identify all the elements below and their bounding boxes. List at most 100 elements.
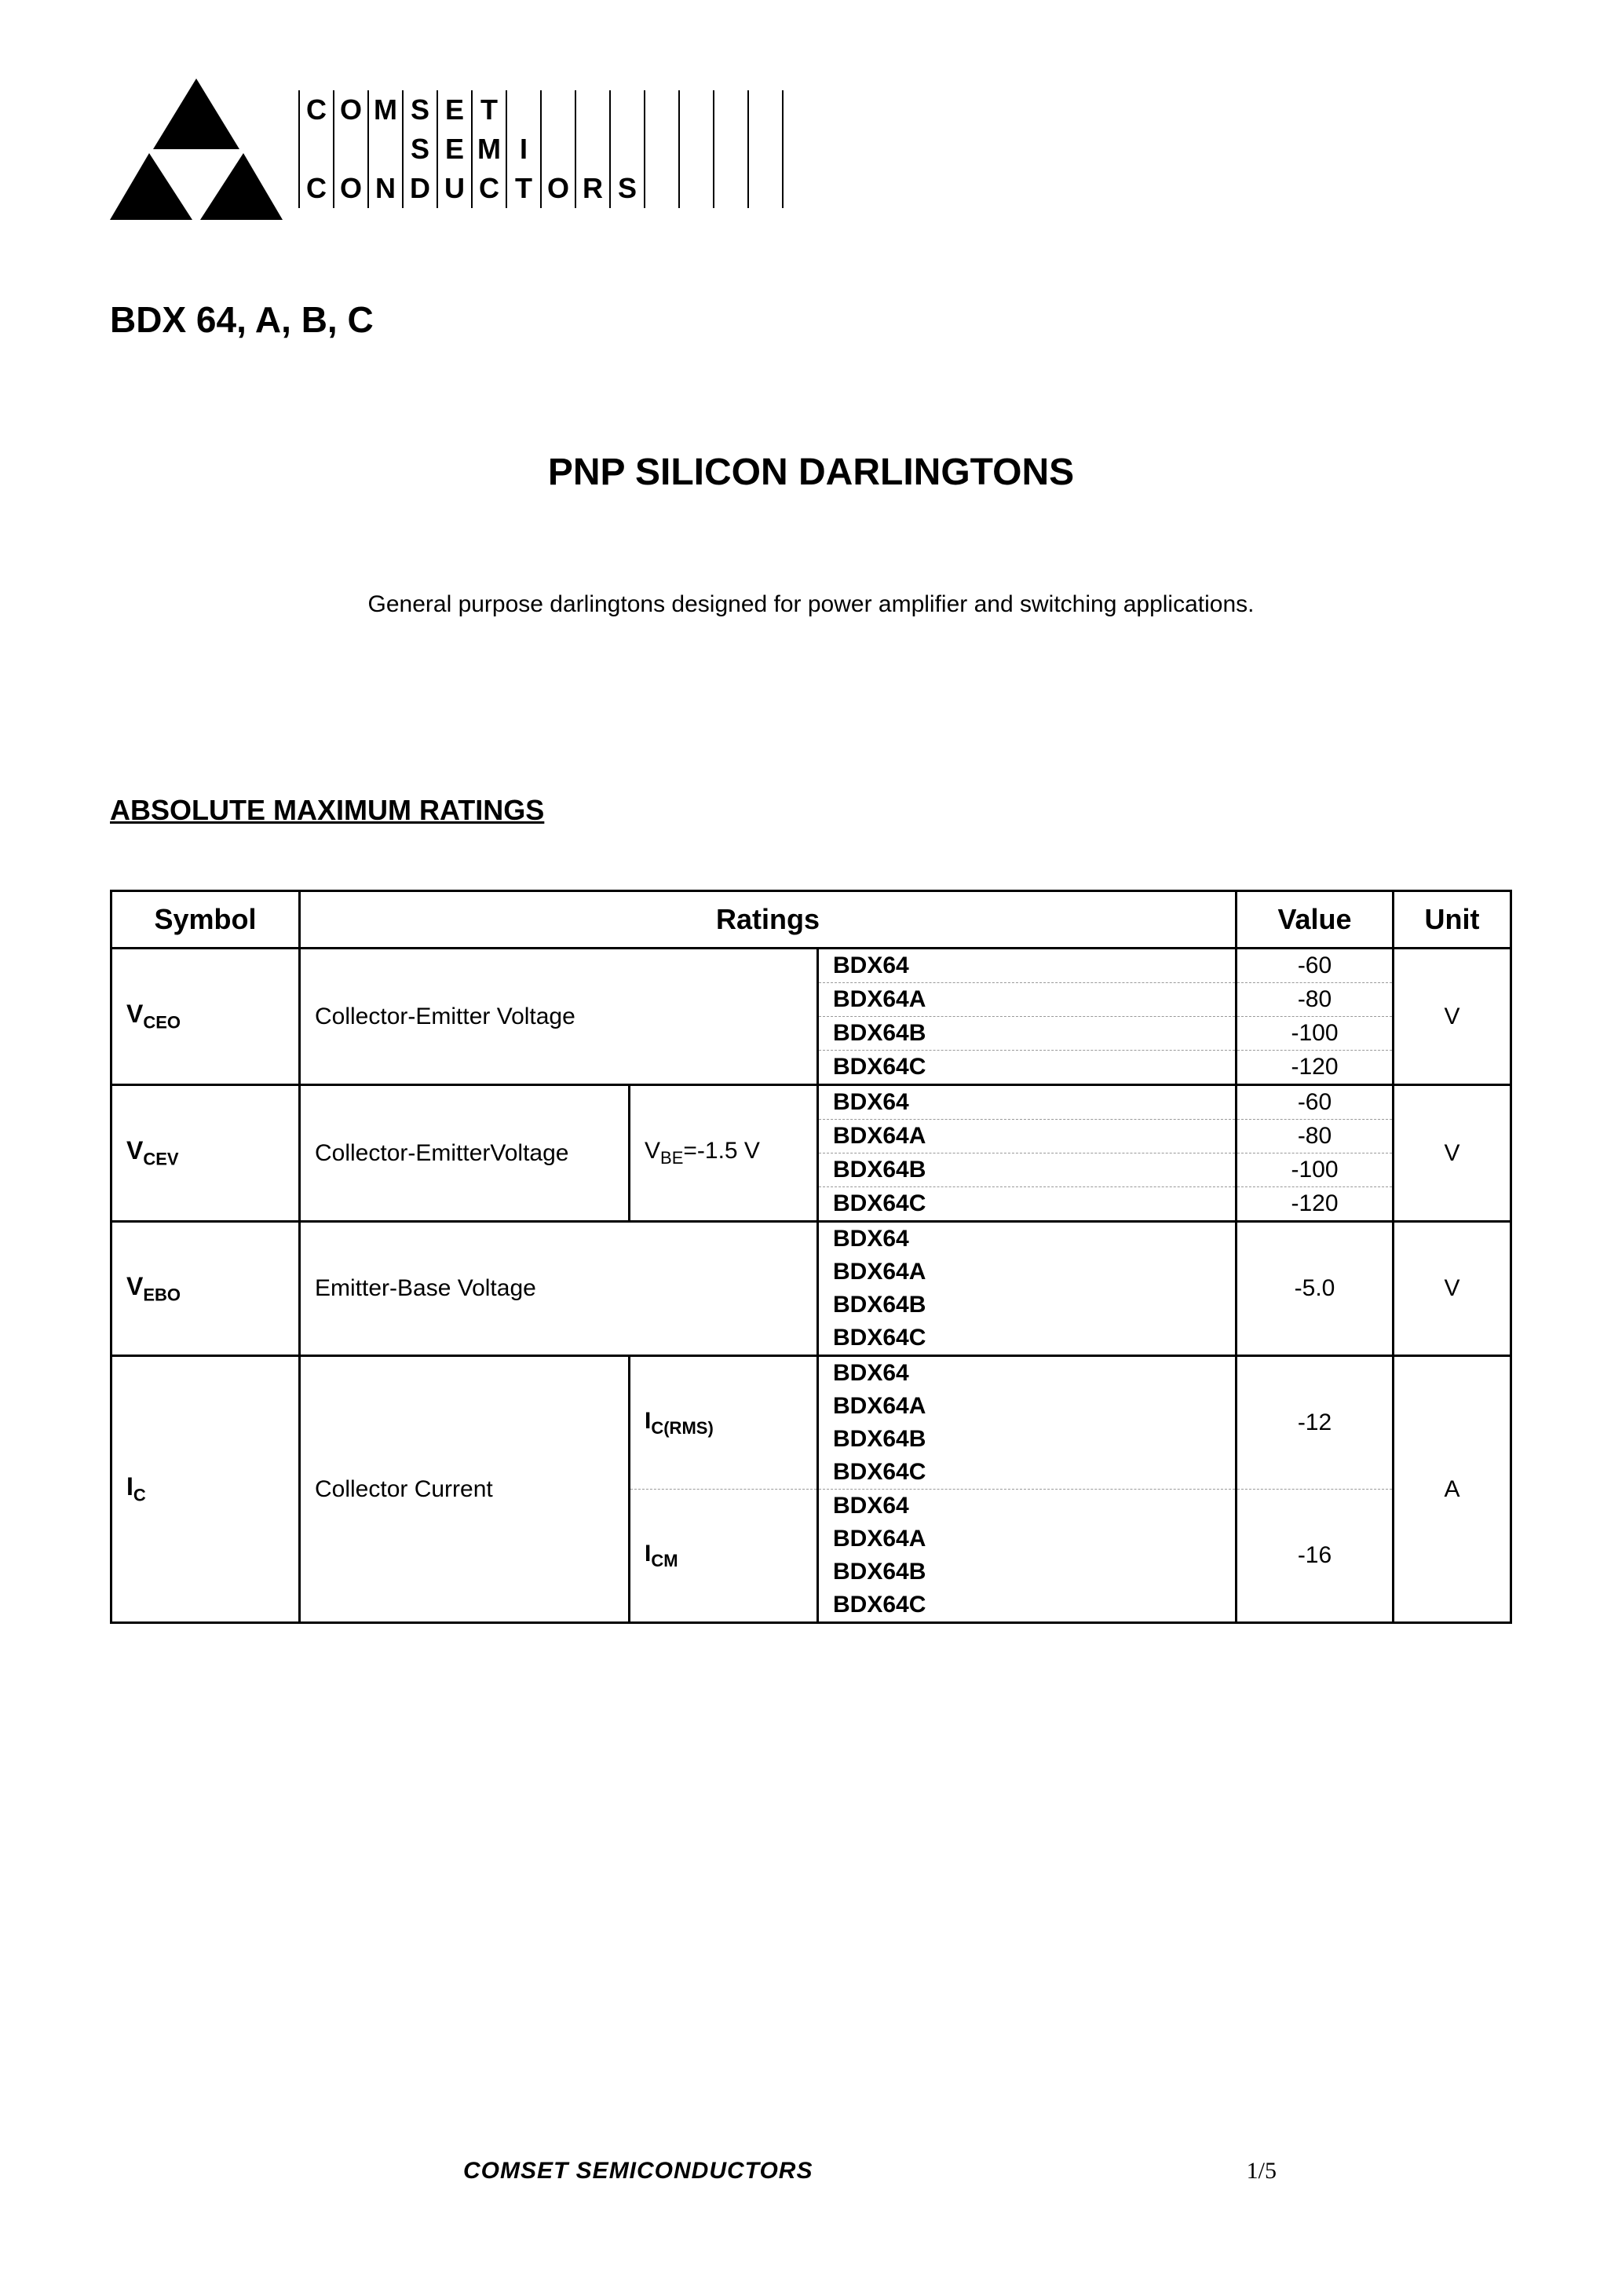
logo-cell bbox=[645, 90, 680, 130]
header-value: Value bbox=[1237, 891, 1394, 949]
logo-cell bbox=[542, 130, 576, 169]
logo-cell bbox=[749, 90, 784, 130]
logo-cell: I bbox=[507, 130, 542, 169]
logo-cell: S bbox=[404, 130, 438, 169]
logo-cell: C bbox=[300, 90, 334, 130]
part-cell: BDX64B bbox=[818, 1289, 1237, 1322]
part-cell: BDX64 bbox=[818, 949, 1237, 983]
logo-cell bbox=[645, 130, 680, 169]
rating-vceo: Collector-Emitter Voltage bbox=[300, 949, 818, 1085]
table-row: VCEO Collector-Emitter Voltage BDX64 -60… bbox=[111, 949, 1511, 983]
logo-cell: T bbox=[507, 169, 542, 208]
logo-cell: N bbox=[369, 169, 404, 208]
logo-cell bbox=[334, 130, 369, 169]
symbol-vcev: VCEV bbox=[111, 1085, 300, 1222]
table-row: IC Collector Current IC(RMS) BDX64 -12 A bbox=[111, 1356, 1511, 1391]
part-cell: BDX64B bbox=[818, 1423, 1237, 1456]
part-cell: BDX64B bbox=[818, 1017, 1237, 1051]
logo-text-grid: C O M S E T S E M I C O N D U C T O R bbox=[298, 90, 784, 208]
logo-shape bbox=[110, 79, 283, 220]
table-row: VCEV Collector-EmitterVoltage VBE=-1.5 V… bbox=[111, 1085, 1511, 1120]
description: General purpose darlingtons designed for… bbox=[340, 588, 1282, 621]
cond-icrms: IC(RMS) bbox=[630, 1356, 818, 1490]
part-cell: BDX64A bbox=[818, 983, 1237, 1017]
logo-cell: S bbox=[611, 169, 645, 208]
main-title: PNP SILICON DARLINGTONS bbox=[110, 451, 1512, 494]
footer: COMSET SEMICONDUCTORS 1/5 bbox=[110, 2158, 1512, 2184]
logo-cell: D bbox=[404, 169, 438, 208]
logo-cell bbox=[576, 90, 611, 130]
logo-cell: R bbox=[576, 169, 611, 208]
unit-cell: A bbox=[1394, 1356, 1511, 1623]
logo-cell bbox=[369, 130, 404, 169]
part-number: BDX 64, A, B, C bbox=[110, 298, 1512, 341]
logo-cell bbox=[645, 169, 680, 208]
unit-cell: V bbox=[1394, 949, 1511, 1085]
value-cell: -120 bbox=[1237, 1187, 1394, 1222]
logo-cell: O bbox=[334, 169, 369, 208]
logo-cell bbox=[507, 90, 542, 130]
logo-cell bbox=[611, 130, 645, 169]
symbol-ic: IC bbox=[111, 1356, 300, 1623]
value-cell: -100 bbox=[1237, 1017, 1394, 1051]
logo-cell bbox=[749, 169, 784, 208]
rating-vebo: Emitter-Base Voltage bbox=[300, 1222, 818, 1356]
logo-cell: S bbox=[404, 90, 438, 130]
part-cell: BDX64C bbox=[818, 1456, 1237, 1490]
part-cell: BDX64A bbox=[818, 1523, 1237, 1556]
logo-cell bbox=[576, 130, 611, 169]
value-cell: -80 bbox=[1237, 1120, 1394, 1153]
value-cell: -120 bbox=[1237, 1051, 1394, 1085]
logo-cell bbox=[714, 169, 749, 208]
logo-cell: C bbox=[473, 169, 507, 208]
logo-cell: O bbox=[542, 169, 576, 208]
part-cell: BDX64A bbox=[818, 1120, 1237, 1153]
cond-vcev: VBE=-1.5 V bbox=[630, 1085, 818, 1222]
logo-cell bbox=[300, 130, 334, 169]
cond-icm: ICM bbox=[630, 1490, 818, 1623]
rating-ic: Collector Current bbox=[300, 1356, 630, 1623]
logo-cell bbox=[714, 130, 749, 169]
footer-page: 1/5 bbox=[1247, 2158, 1277, 2184]
part-cell: BDX64C bbox=[818, 1322, 1237, 1356]
logo-area: C O M S E T S E M I C O N D U C T O R bbox=[110, 79, 1512, 220]
value-cell: -80 bbox=[1237, 983, 1394, 1017]
logo-cell bbox=[611, 90, 645, 130]
rating-vcev: Collector-EmitterVoltage bbox=[300, 1085, 630, 1222]
part-cell: BDX64 bbox=[818, 1490, 1237, 1523]
header-symbol: Symbol bbox=[111, 891, 300, 949]
logo-cell: E bbox=[438, 130, 473, 169]
logo-cell: T bbox=[473, 90, 507, 130]
part-cell: BDX64C bbox=[818, 1051, 1237, 1085]
part-cell: BDX64C bbox=[818, 1187, 1237, 1222]
table-row: VEBO Emitter-Base Voltage BDX64 -5.0 V bbox=[111, 1222, 1511, 1256]
logo-cell bbox=[680, 90, 714, 130]
logo-cell bbox=[749, 130, 784, 169]
footer-company: COMSET SEMICONDUCTORS bbox=[463, 2158, 813, 2184]
logo-cell: M bbox=[369, 90, 404, 130]
logo-cell bbox=[680, 169, 714, 208]
logo-cell bbox=[542, 90, 576, 130]
symbol-vceo: VCEO bbox=[111, 949, 300, 1085]
logo-cell bbox=[714, 90, 749, 130]
table-header-row: Symbol Ratings Value Unit bbox=[111, 891, 1511, 949]
value-cell: -60 bbox=[1237, 1085, 1394, 1120]
value-cell: -60 bbox=[1237, 949, 1394, 983]
logo-cell bbox=[680, 130, 714, 169]
part-cell: BDX64B bbox=[818, 1153, 1237, 1187]
logo-cell: C bbox=[300, 169, 334, 208]
unit-cell: V bbox=[1394, 1222, 1511, 1356]
logo-cell: U bbox=[438, 169, 473, 208]
header-ratings: Ratings bbox=[300, 891, 1237, 949]
symbol-vebo: VEBO bbox=[111, 1222, 300, 1356]
part-cell: BDX64 bbox=[818, 1085, 1237, 1120]
value-cell: -5.0 bbox=[1237, 1222, 1394, 1356]
part-cell: BDX64C bbox=[818, 1589, 1237, 1623]
value-cell: -16 bbox=[1237, 1490, 1394, 1623]
logo-cell: O bbox=[334, 90, 369, 130]
part-cell: BDX64B bbox=[818, 1556, 1237, 1589]
part-cell: BDX64 bbox=[818, 1356, 1237, 1391]
header-unit: Unit bbox=[1394, 891, 1511, 949]
section-heading: ABSOLUTE MAXIMUM RATINGS bbox=[110, 794, 1512, 827]
unit-cell: V bbox=[1394, 1085, 1511, 1222]
